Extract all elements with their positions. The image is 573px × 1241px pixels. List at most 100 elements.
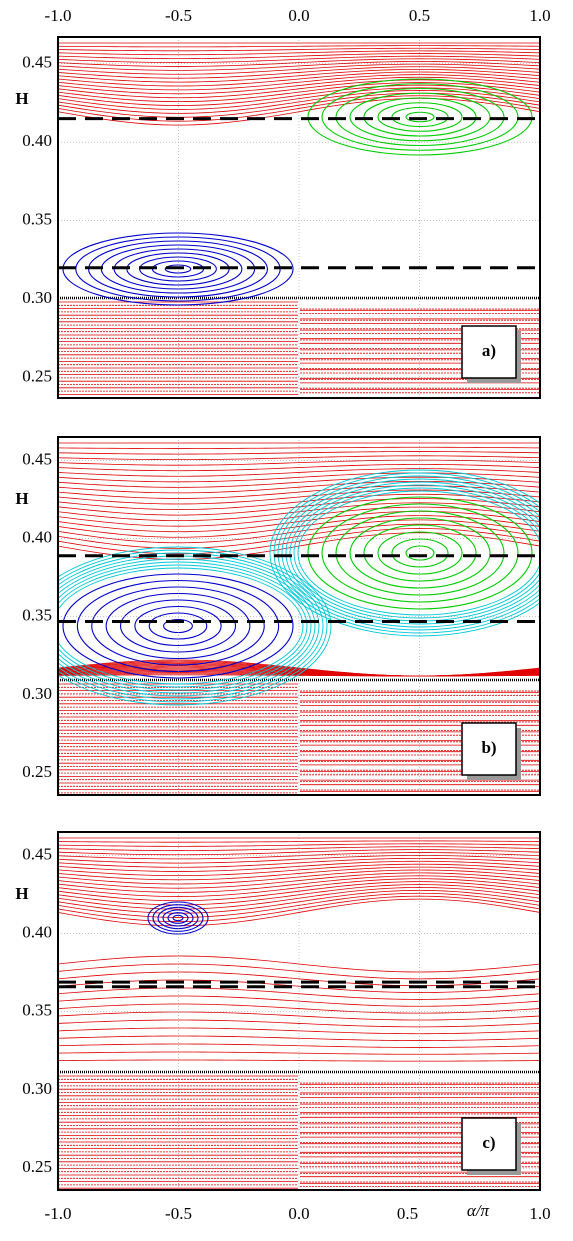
island	[349, 517, 491, 589]
island	[391, 538, 449, 568]
orbit	[58, 528, 540, 555]
orbit	[58, 58, 540, 67]
orbit	[58, 485, 540, 499]
y-tick-label: 0.25	[22, 762, 52, 781]
x-tick-label: -1.0	[45, 6, 72, 25]
orbit	[58, 866, 540, 881]
island	[349, 92, 491, 142]
label-box	[461, 722, 517, 776]
island	[363, 524, 477, 582]
frame	[57, 831, 541, 1191]
frame	[57, 36, 541, 399]
panel-label: c)	[482, 1133, 495, 1152]
label-box	[461, 325, 517, 379]
island	[157, 906, 199, 930]
orbit	[58, 68, 540, 83]
x-axis-label: α/π	[467, 1201, 490, 1220]
orbit	[58, 63, 540, 75]
y-axis-label: H	[15, 884, 28, 903]
y-tick-label: 0.45	[22, 53, 52, 72]
orbit	[58, 552, 324, 700]
orbit	[58, 881, 540, 902]
orbit	[58, 493, 540, 510]
y-tick-label: 0.35	[22, 1001, 52, 1020]
orbit	[58, 987, 540, 1000]
y-tick-label: 0.30	[22, 684, 52, 703]
orbit	[58, 995, 540, 1007]
orbits	[58, 442, 540, 795]
island	[105, 592, 251, 660]
orbit	[58, 472, 540, 483]
x-tick-label: 0.0	[288, 6, 309, 25]
orbit	[58, 863, 540, 877]
orbit	[269, 469, 540, 637]
panel: 0.25 0.30 0.35 0.40 0.45 Hb)	[15, 436, 541, 796]
orbit	[58, 53, 540, 60]
orbit	[58, 843, 540, 847]
y-tick-label: 0.25	[22, 367, 52, 386]
y-axis-label: H	[15, 89, 28, 108]
orbit	[58, 502, 540, 522]
orbit	[58, 519, 540, 544]
island	[76, 579, 280, 673]
panel-label: a)	[482, 341, 496, 360]
x-tick-label: 1.0	[529, 6, 550, 25]
y-tick-label: 0.35	[22, 606, 52, 625]
x-tick-label: 0.0	[288, 1204, 309, 1223]
orbit	[58, 564, 308, 688]
island	[62, 573, 294, 679]
orbit	[58, 455, 540, 461]
island	[152, 904, 204, 932]
y-tick-label: 0.40	[22, 131, 52, 150]
x-tick-label: -0.5	[165, 1204, 192, 1223]
island	[405, 111, 435, 123]
panel: 0.25 0.30 0.35 0.40 0.45 Hc) -1.0 -0.5 0.0 0.5 1.0…	[15, 831, 551, 1223]
orbit	[58, 468, 540, 477]
orbit	[277, 475, 540, 631]
orbit	[58, 61, 540, 71]
orbit	[58, 852, 540, 860]
orbit	[285, 481, 540, 625]
orbit	[58, 515, 540, 538]
orbit	[58, 1003, 540, 1014]
island	[148, 612, 208, 640]
orbit	[58, 979, 540, 993]
y-tick-label: 0.25	[22, 1157, 52, 1176]
orbit	[58, 971, 540, 987]
orbit	[58, 963, 540, 980]
orbit	[58, 846, 540, 851]
orbit	[58, 1019, 540, 1028]
orbit	[58, 849, 540, 856]
island	[391, 106, 449, 128]
orbit	[58, 884, 540, 906]
island	[405, 545, 435, 561]
orbit	[58, 82, 540, 103]
island	[321, 83, 519, 151]
island	[172, 914, 184, 922]
y-tick-label: 0.30	[22, 288, 52, 307]
island	[119, 599, 237, 653]
island	[363, 97, 477, 137]
x-tick-label: -0.5	[165, 6, 192, 25]
island	[321, 503, 519, 603]
island	[162, 909, 194, 927]
frame	[57, 436, 541, 796]
orbit	[58, 446, 540, 449]
y-tick-label: 0.40	[22, 528, 52, 547]
x-tick-label: 1.0	[529, 1204, 550, 1223]
orbit	[58, 558, 316, 694]
x-tick-label: 0.5	[397, 1204, 418, 1223]
orbit	[58, 549, 328, 703]
island	[164, 264, 192, 274]
orbit	[58, 97, 540, 126]
island	[335, 510, 505, 596]
orbit	[58, 87, 540, 110]
orbit	[58, 92, 540, 118]
orbit	[58, 878, 540, 897]
orbit	[58, 561, 312, 691]
y-tick-label: 0.45	[22, 844, 52, 863]
x-tick-label: 0.5	[409, 6, 430, 25]
orbit	[58, 55, 540, 63]
island	[335, 87, 505, 147]
island	[91, 586, 265, 666]
